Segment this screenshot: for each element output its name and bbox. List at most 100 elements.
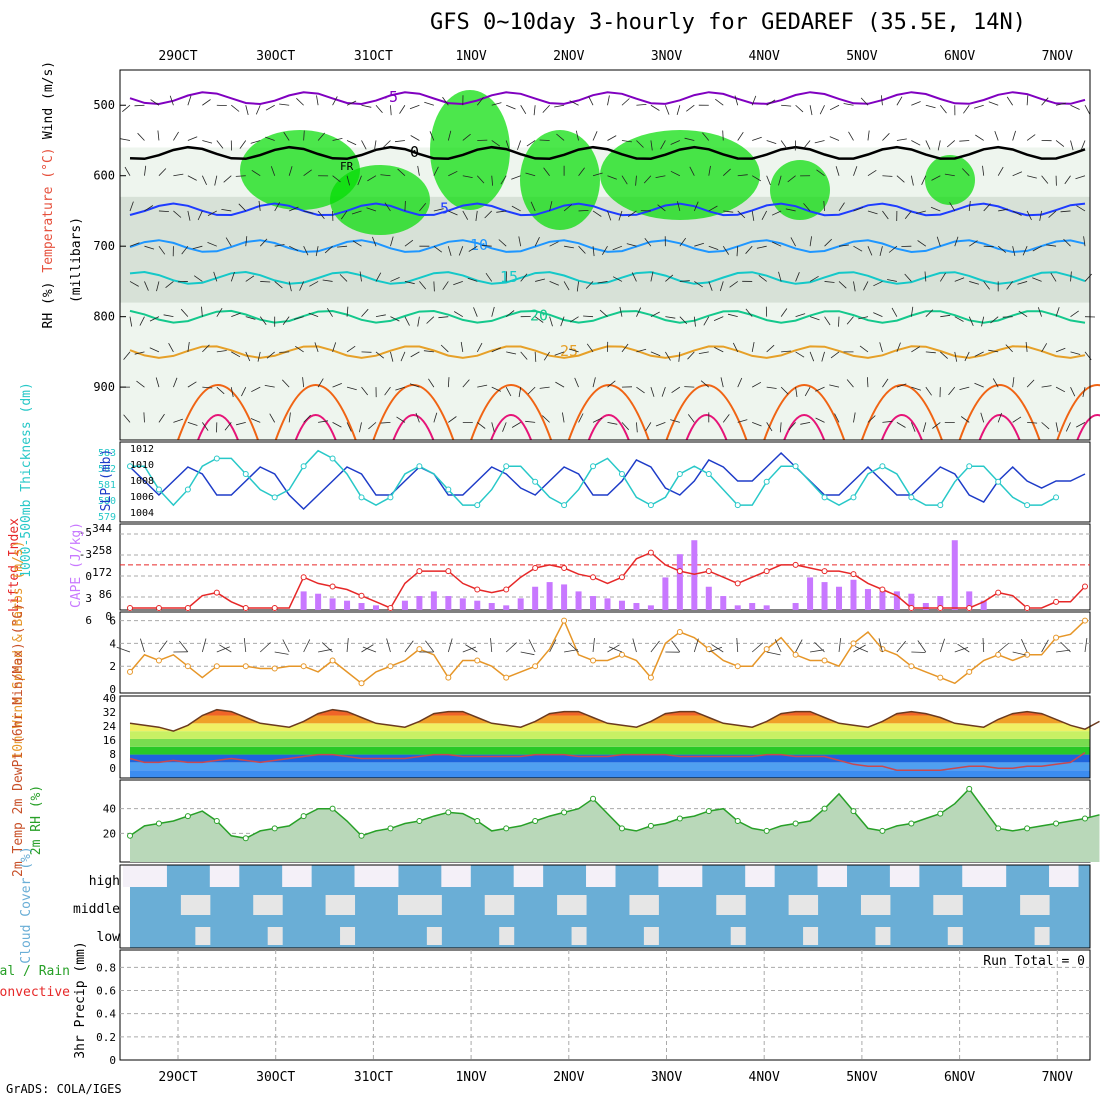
wind-barb	[433, 208, 444, 212]
date-label-bottom: 2NOV	[553, 1070, 584, 1085]
dewpoint-series-line	[129, 751, 1086, 771]
wind-barb	[374, 140, 377, 151]
wind-barb-10m	[216, 646, 230, 653]
rh-tick: 40	[103, 803, 116, 816]
wind-barb	[830, 351, 840, 359]
thickness-series-line-point	[300, 463, 307, 470]
wind-barb	[636, 307, 642, 317]
lifted-index-line-point	[474, 586, 481, 593]
rh2m-series-line-point	[271, 825, 278, 832]
wind-barb	[687, 351, 695, 360]
wind-barb-10m	[878, 638, 883, 653]
wind-barb-10m	[505, 642, 517, 653]
wind-barb	[491, 306, 495, 317]
rh2m-series-line-point	[647, 822, 654, 829]
wind-barb-10m	[997, 642, 1010, 653]
isotherm-35-arc	[880, 414, 923, 441]
wind-barb	[433, 245, 443, 253]
wind-barb	[939, 104, 947, 114]
wind-barb	[635, 175, 637, 186]
cape-bar	[604, 598, 611, 610]
wind-barb-10m	[1041, 639, 1049, 653]
wind-barb	[882, 378, 889, 388]
rh2m-series-line-point	[734, 818, 741, 824]
temp-tick: 0	[109, 762, 116, 775]
wind-barb	[316, 95, 319, 106]
cloud-middle-gap	[730, 895, 746, 915]
wind-barb	[834, 413, 840, 423]
wind-barb	[997, 412, 1002, 423]
wind-barb	[283, 131, 290, 141]
wind10m-series-line-point	[821, 657, 828, 664]
wind-barb	[202, 140, 213, 144]
cloud-middle-gap	[412, 895, 428, 915]
wind-barb-10m	[911, 651, 926, 653]
cape-bar	[922, 603, 929, 610]
cape-bar	[618, 600, 625, 610]
thickness-tick: 580	[98, 496, 116, 507]
wind-barb	[201, 306, 203, 317]
wind-barb	[390, 351, 394, 362]
wind-barb	[1082, 387, 1086, 397]
wind-barb	[650, 104, 660, 111]
wind-barb-10m	[386, 638, 391, 653]
wind-barb	[994, 130, 999, 141]
cloud-high-gap	[296, 865, 312, 887]
wind-barb	[867, 377, 869, 388]
wind-barb	[1050, 272, 1057, 282]
wind-barb-10m	[259, 642, 271, 653]
temp-color-band	[130, 746, 1090, 755]
date-label-bottom: 6NOV	[944, 1070, 975, 1085]
wind-barb	[780, 386, 789, 395]
wind-barb	[346, 140, 357, 146]
wind-barb	[484, 210, 493, 219]
wind-barb	[569, 100, 579, 106]
cloud-high-gap	[962, 865, 978, 887]
wind-barb	[129, 201, 134, 212]
wind-barb	[1027, 421, 1038, 424]
wind-barb	[517, 140, 522, 151]
wind-barb	[1083, 236, 1086, 247]
wind-barb	[1046, 244, 1057, 247]
lifted-tick: 6	[85, 614, 92, 627]
wind-barb	[940, 351, 948, 359]
wind-barb	[693, 316, 696, 327]
cape-bar	[300, 591, 307, 610]
wind-barb	[687, 414, 695, 423]
wind10m-series-line-point	[532, 663, 539, 670]
rh2m-series-line-point	[474, 818, 481, 824]
lifted-index-line-point	[763, 568, 770, 575]
wind-barb	[295, 345, 304, 353]
cloud-low-gap	[340, 927, 356, 945]
wind-barb	[173, 173, 184, 177]
thickness-series-line-point	[503, 463, 510, 470]
thickness-series-line-point	[792, 463, 799, 470]
cloud-high-gap	[687, 865, 703, 887]
rh2m-series-line-point	[908, 820, 915, 827]
rh2m-series-line-point	[358, 832, 365, 839]
wind-barb	[882, 420, 893, 423]
wind-barb	[969, 240, 978, 247]
wind-barb	[607, 421, 618, 425]
wind-barb	[619, 306, 623, 317]
wind-barb	[804, 386, 811, 397]
wind-barb	[380, 421, 391, 424]
wind-barb	[542, 415, 550, 423]
wind10m-series-line-point	[1082, 617, 1088, 624]
wind-barb	[853, 281, 856, 292]
wind-barb	[1048, 210, 1057, 218]
temp2m-series-line	[129, 708, 1100, 732]
wind-barb-10m	[564, 649, 578, 653]
thickness-series-line-point	[995, 478, 1002, 485]
wind-barb	[636, 104, 647, 106]
cloud-middle-gap	[860, 895, 876, 915]
wind-barb	[518, 236, 522, 247]
cloud-row-label: high	[89, 874, 120, 889]
wind-barb	[274, 244, 285, 247]
wind-barb	[299, 281, 305, 291]
wind-barb	[384, 202, 391, 212]
rh2m-series-line-point	[127, 832, 133, 839]
wind-barb	[751, 175, 762, 182]
rh2m-series-line-point	[1053, 820, 1060, 827]
wind10m-series-line-point	[155, 657, 162, 664]
